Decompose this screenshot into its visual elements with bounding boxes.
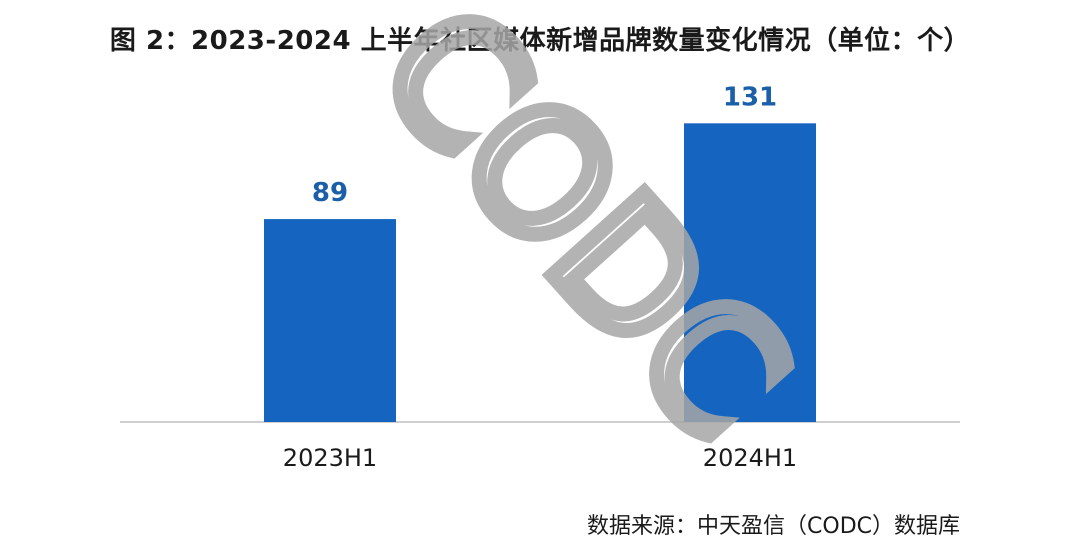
tick-label-2023H1: 2023H1 (283, 444, 377, 472)
value-label-2024H1: 131 (723, 82, 777, 112)
source-note: 数据来源：中天盈信（CODC）数据库 (587, 514, 960, 539)
bar-2023H1 (264, 219, 396, 422)
chart-title: 图 2：2023-2024 上半年社区媒体新增品牌数量变化情况（单位：个） (109, 26, 971, 56)
value-label-2023H1: 89 (312, 178, 348, 208)
tick-label-2024H1: 2024H1 (703, 444, 797, 472)
bar-2024H1 (684, 123, 816, 422)
